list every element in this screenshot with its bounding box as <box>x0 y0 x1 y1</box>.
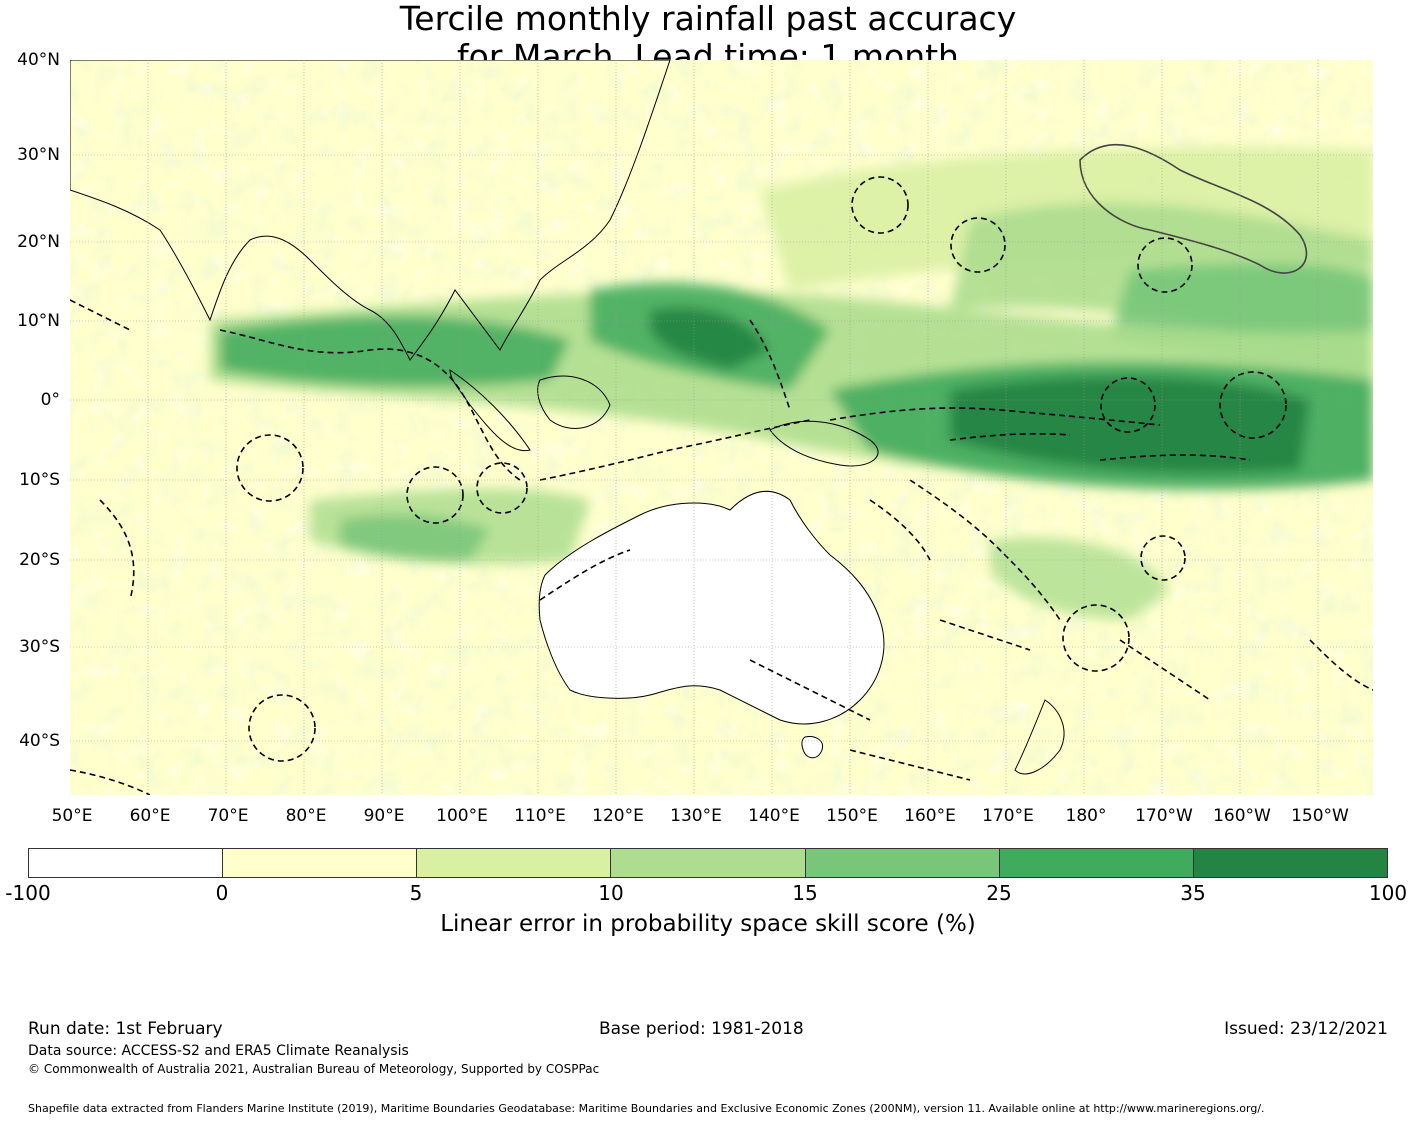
band-southwest-pacific <box>990 537 1170 620</box>
shapefile-credit: Shapefile data extracted from Flanders M… <box>28 1102 1265 1115</box>
lon-label-140e: 140°E <box>748 806 800 826</box>
lon-label-150w: 150°W <box>1291 806 1349 826</box>
colorbar-tick: 15 <box>792 881 818 905</box>
colorbar <box>28 848 1388 878</box>
lat-label-40s: 40°S <box>19 731 60 751</box>
lon-label-70e: 70°E <box>207 806 249 826</box>
lon-label-150e: 150°E <box>826 806 878 826</box>
new-zealand-coastline <box>1014 699 1065 775</box>
lon-label-60e: 60°E <box>129 806 171 826</box>
base-period: Base period: 1981-2018 <box>599 1019 804 1039</box>
lon-label-130e: 130°E <box>670 806 722 826</box>
data-source: Data source: ACCESS-S2 and ERA5 Climate … <box>28 1043 409 1059</box>
run-date: Run date: 1st February <box>28 1019 223 1039</box>
lon-label-100e: 100°E <box>436 806 488 826</box>
skill-score-map <box>70 60 1373 795</box>
colorbar-segment <box>29 849 224 877</box>
lon-label-170w: 170°W <box>1135 806 1193 826</box>
skill-bands <box>210 147 1373 620</box>
lon-label-160e: 160°E <box>904 806 956 826</box>
colorbar-tick: 35 <box>1180 881 1206 905</box>
asia-coastline <box>70 60 671 361</box>
lat-label-20n: 20°N <box>17 232 60 252</box>
colorbar-segment <box>1193 849 1387 877</box>
lon-label-50e: 50°E <box>51 806 93 826</box>
colorbar-segment <box>611 849 806 877</box>
colorbar-segment <box>805 849 1000 877</box>
band-indian-ocean <box>220 316 570 387</box>
colorbar-label: Linear error in probability space skill … <box>440 911 976 937</box>
colorbar-segment <box>999 849 1194 877</box>
colorbar-tick: 25 <box>986 881 1012 905</box>
lon-label-180: 180° <box>1065 806 1107 826</box>
lat-label-10n: 10°N <box>17 311 60 331</box>
hawaii-eez-boundary <box>1079 144 1308 274</box>
lat-label-equator: 0° <box>40 390 60 410</box>
colorbar-segment <box>417 849 612 877</box>
lat-label-30n: 30°N <box>17 145 60 165</box>
lat-label-10s: 10°S <box>19 470 60 490</box>
colorbar-tick: 5 <box>409 881 423 905</box>
lat-label-30s: 30°S <box>19 637 60 657</box>
lon-label-120e: 120°E <box>592 806 644 826</box>
band-south-indian-core <box>340 514 490 562</box>
borneo-coastline <box>537 375 611 429</box>
issued-date: Issued: 23/12/2021 <box>1224 1019 1388 1039</box>
map-title-line-1: Tercile monthly rainfall past accuracy <box>399 0 1017 38</box>
lon-label-160w: 160°W <box>1213 806 1271 826</box>
colorbar-tick: -100 <box>5 881 51 905</box>
new-guinea-coastline <box>769 420 879 467</box>
colorbar-tick: 100 <box>1368 881 1408 905</box>
colorbar-tick: 10 <box>598 881 624 905</box>
eez-boundaries <box>70 176 1373 795</box>
lon-label-90e: 90°E <box>363 806 405 826</box>
band-central-pacific-core <box>950 376 1310 474</box>
lat-label-20s: 20°S <box>19 550 60 570</box>
copyright: © Commonwealth of Australia 2021, Austra… <box>28 1062 600 1076</box>
lat-label-40n: 40°N <box>17 50 60 70</box>
lon-label-170e: 170°E <box>982 806 1034 826</box>
band-philippines-core <box>650 307 770 370</box>
tasmania-landmass <box>801 736 824 759</box>
lon-label-110e: 110°E <box>514 806 566 826</box>
australia-landmass <box>538 490 885 725</box>
gridlines <box>70 60 1373 795</box>
colorbar-segment <box>223 849 418 877</box>
colorbar-tick: 0 <box>215 881 229 905</box>
lon-label-80e: 80°E <box>285 806 327 826</box>
